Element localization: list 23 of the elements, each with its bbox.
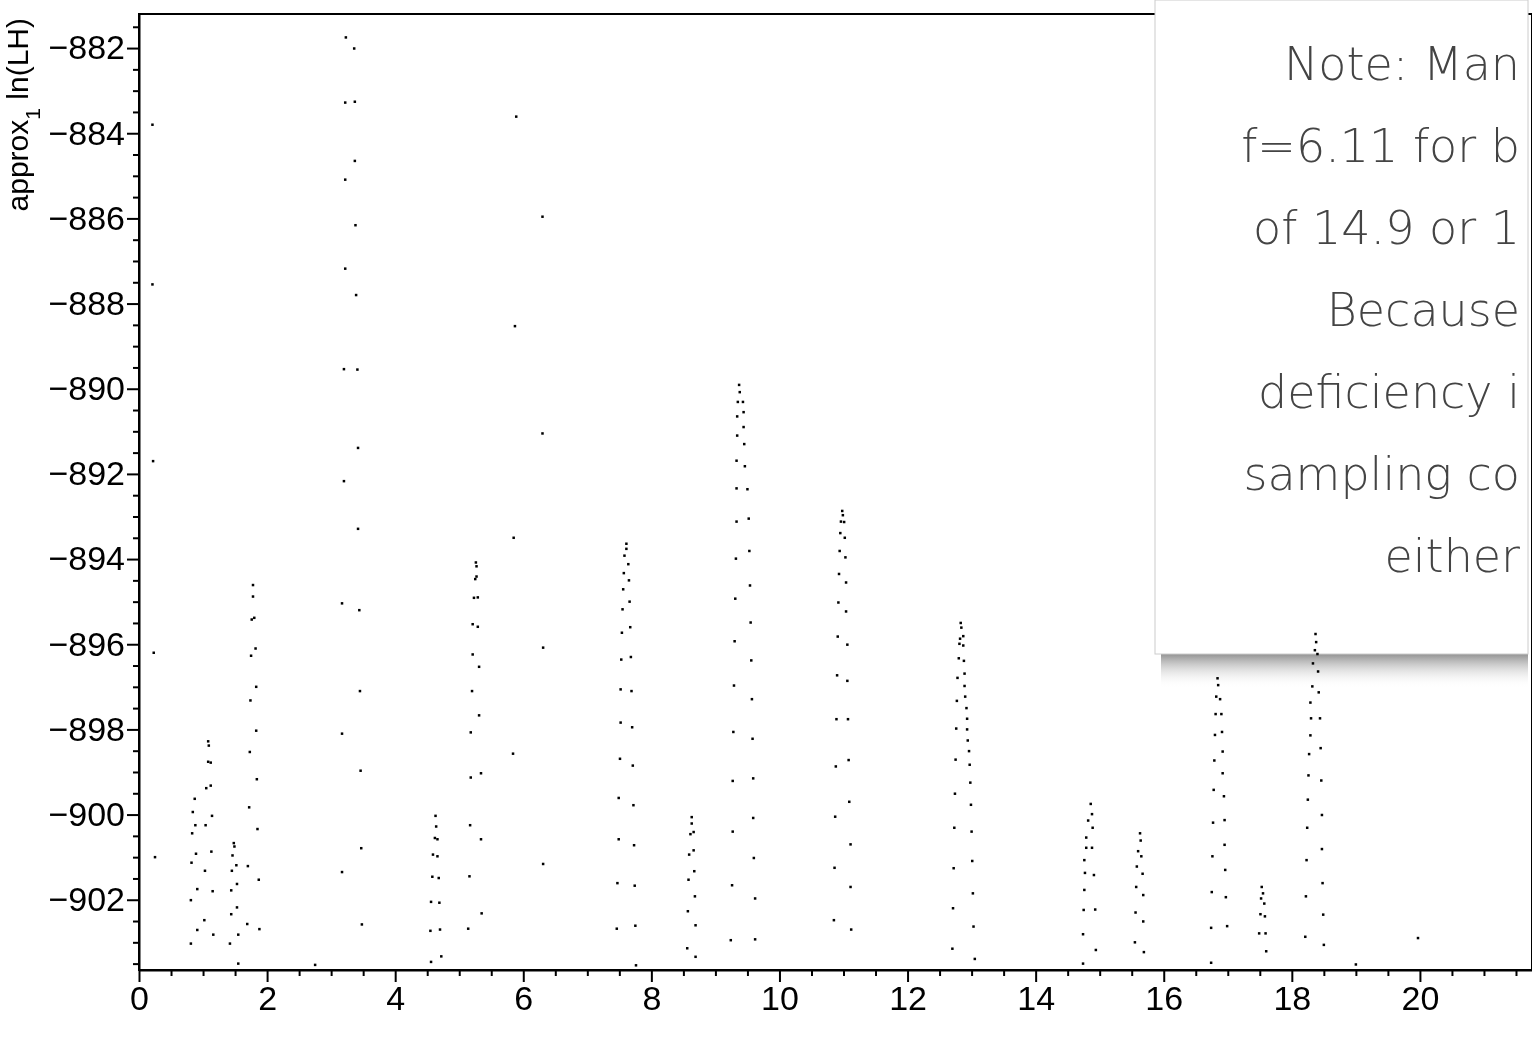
x-tick-label: 16 xyxy=(1145,979,1184,1018)
y-tick-label: −894 xyxy=(48,539,125,578)
y-tick-label: −882 xyxy=(48,28,125,67)
y-tick-label: −902 xyxy=(48,880,125,919)
y-tick-label: −888 xyxy=(48,283,125,322)
x-tick-label: 4 xyxy=(386,979,406,1018)
x-tick-label: 8 xyxy=(642,979,662,1018)
y-tick-label: −898 xyxy=(48,709,125,748)
y-tick-label: −900 xyxy=(48,794,125,833)
x-tick-label: 10 xyxy=(761,979,799,1018)
y-tick-label: −886 xyxy=(48,198,125,237)
y-tick-label: −892 xyxy=(48,454,125,493)
x-tick-label: 12 xyxy=(889,979,927,1018)
x-tick-label: 14 xyxy=(1017,979,1056,1018)
x-tick-label: 18 xyxy=(1273,979,1312,1018)
x-tick-label: 2 xyxy=(258,979,278,1018)
y-tick-label: −884 xyxy=(48,113,125,152)
annotation: Note: Man f=6.11 for b of 14.9 or 1 Because deficiency i sampling co either xyxy=(1241,37,1521,583)
x-tick-label: 0 xyxy=(130,979,149,1018)
x-tick-label: 6 xyxy=(514,979,534,1018)
y-tick-label: −896 xyxy=(48,624,125,663)
y-tick-label: −890 xyxy=(48,369,125,408)
x-tick-label: 20 xyxy=(1401,979,1440,1018)
